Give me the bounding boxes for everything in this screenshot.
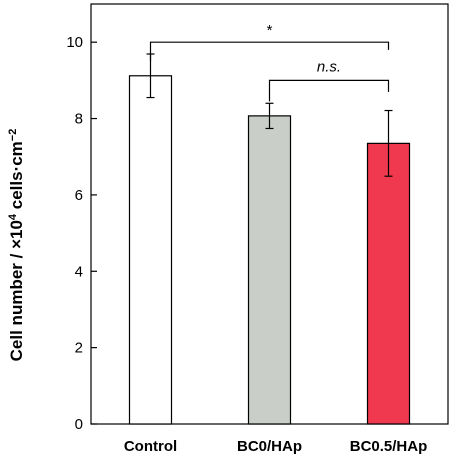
bar [366, 142, 411, 425]
significance-bracket [268, 79, 390, 102]
y-axis-label-unit-exponent: −2 [7, 129, 19, 142]
bar [128, 75, 173, 425]
y-tick-label: 4 [75, 263, 83, 280]
y-axis-label-prefix: Cell number / ×10 [7, 220, 26, 361]
y-tick-label: 2 [75, 340, 83, 357]
y-axis-label: Cell number / ×104 cells·cm−2 [7, 129, 26, 362]
y-tick-label: 10 [66, 34, 83, 51]
x-tick-label: BC0/HAp [237, 438, 302, 455]
y-tick-label: 8 [75, 111, 83, 128]
significance-bracket [149, 41, 390, 62]
y-axis-ticks: 0 2 4 6 8 10 [66, 34, 97, 433]
y-axis-label-unit: cells·cm [7, 141, 26, 214]
x-tick-label: BC0.5/HAp [350, 438, 428, 455]
y-tick-label: 6 [75, 187, 83, 204]
significance-label: n.s. [317, 58, 341, 75]
x-tick-label: Control [124, 438, 177, 455]
significance-brackets: * n.s. [149, 22, 390, 102]
x-axis-labels: Control BC0/HAp BC0.5/HAp [124, 438, 427, 455]
y-axis-label-exponent: 4 [7, 213, 19, 220]
significance-label: * [267, 22, 273, 39]
y-tick-label: 0 [75, 416, 83, 433]
bar [247, 115, 292, 425]
